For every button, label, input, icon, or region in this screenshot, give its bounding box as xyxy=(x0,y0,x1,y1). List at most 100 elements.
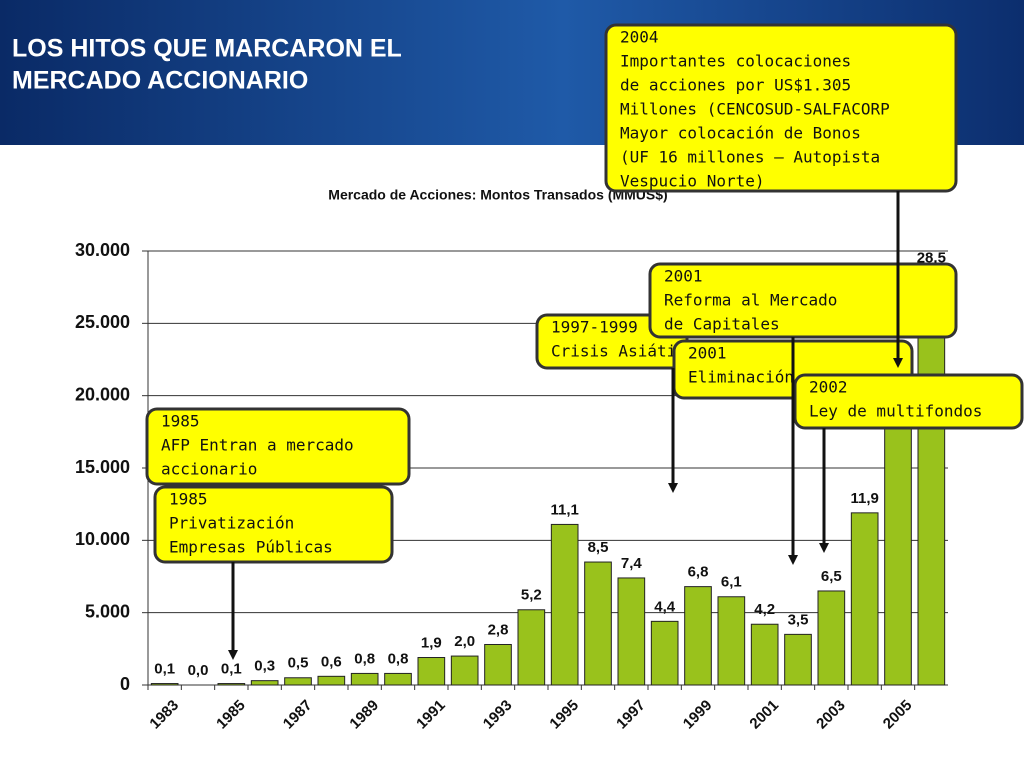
bar xyxy=(750,623,779,686)
y-tick-label: 30.000 xyxy=(75,240,130,260)
callout-line: Vespucio Norte) xyxy=(620,172,765,191)
callout-line: (UF 16 millones – Autopista xyxy=(620,148,880,167)
bar xyxy=(384,672,412,686)
arrow-head xyxy=(819,543,829,553)
value-label: 4,2 xyxy=(754,601,775,618)
callout: 1985 Privatización Empresas Públicas xyxy=(153,485,394,564)
x-tick-label: 1991 xyxy=(413,697,449,733)
x-tick-label: 1999 xyxy=(680,697,716,733)
callout-line: 1985 xyxy=(161,412,200,431)
x-tick-label: 1989 xyxy=(346,697,382,733)
bar xyxy=(617,577,646,686)
callout-line: accionario xyxy=(161,460,257,479)
bar xyxy=(584,561,612,686)
value-label: 3,5 xyxy=(788,611,809,628)
y-tick-label: 20.000 xyxy=(75,384,130,404)
callout-line: AFP Entran a mercado xyxy=(161,436,354,455)
x-tick-label: 1985 xyxy=(213,697,249,733)
bar xyxy=(450,655,479,686)
value-label: 0,1 xyxy=(154,661,175,678)
callout: 2002 Ley de multifondos xyxy=(793,373,1024,430)
arrow-head xyxy=(893,358,903,368)
x-tick-label: 1997 xyxy=(613,697,649,733)
value-label: 6,5 xyxy=(821,568,842,585)
value-label: 7,4 xyxy=(621,555,643,572)
callout-line: 2004 xyxy=(620,28,659,47)
callout-line: 2001 xyxy=(664,267,703,286)
value-label: 2,0 xyxy=(454,633,475,650)
slide-title: MERCADO ACCIONARIO xyxy=(12,67,308,95)
value-label: 0,8 xyxy=(354,650,375,667)
chart-title: Mercado de Acciones: Montos Transados (M… xyxy=(328,187,667,203)
bar xyxy=(250,680,279,686)
bar xyxy=(484,643,512,686)
callout-line: Eliminación xyxy=(688,368,794,387)
callout-text: 1985 AFP Entran a mercado accionario xyxy=(161,412,354,479)
value-label: 4,4 xyxy=(654,598,676,615)
value-label: 8,5 xyxy=(588,539,609,556)
bar xyxy=(417,657,446,686)
bar xyxy=(317,675,346,686)
bar xyxy=(650,620,679,686)
callout-line: Empresas Públicas xyxy=(169,538,333,557)
bar xyxy=(284,677,312,686)
value-label: 1,9 xyxy=(421,634,442,651)
value-label: 5,2 xyxy=(521,587,542,604)
value-label: 11,1 xyxy=(550,501,578,518)
callout-line: Importantes colocaciones xyxy=(620,52,851,71)
bar xyxy=(684,586,712,686)
callout-line: Reforma al Mercado xyxy=(664,291,837,310)
x-tick-label: 1983 xyxy=(146,697,182,733)
value-label: 0,1 xyxy=(221,661,242,678)
arrow-head xyxy=(228,650,238,660)
value-label: 11,9 xyxy=(850,490,878,507)
callout-line: de acciones por US$1.305 xyxy=(620,76,851,95)
bar xyxy=(917,272,946,686)
value-label: 0,3 xyxy=(254,658,275,675)
callout: 2001 Reforma al Mercado de Capitales xyxy=(648,262,958,339)
callout-line: Privatización xyxy=(169,514,294,533)
bar xyxy=(150,683,179,686)
callout-line: 1997-1999 xyxy=(551,318,638,337)
y-tick-label: 10.000 xyxy=(75,529,130,549)
bar xyxy=(550,523,579,686)
callout: 2004 Importantes colocaciones de acciones … xyxy=(604,23,958,193)
value-label: 0,0 xyxy=(188,662,209,679)
callout-line: 1985 xyxy=(169,490,208,509)
bar xyxy=(850,512,879,686)
y-tick-label: 0 xyxy=(120,674,130,694)
value-label: 0,6 xyxy=(321,653,342,670)
x-tick-label: 1993 xyxy=(480,697,516,733)
bar xyxy=(717,596,746,686)
x-tick-label: 2005 xyxy=(880,697,916,733)
callout-text: 1985 Privatización Empresas Públicas xyxy=(169,490,333,557)
value-label: 6,1 xyxy=(721,574,742,591)
callout-line: Ley de multifondos xyxy=(809,402,982,421)
callout-text: 2002 Ley de multifondos xyxy=(809,378,982,421)
x-tick-label: 1995 xyxy=(546,697,582,733)
bar xyxy=(517,609,546,686)
callout-box xyxy=(648,262,958,339)
callout-box xyxy=(145,407,411,486)
x-tick-label: 1987 xyxy=(280,697,316,733)
callout-text: 2004 Importantes colocaciones de acciones … xyxy=(620,28,890,191)
callout-box xyxy=(604,23,958,193)
callout-line: 2002 xyxy=(809,378,848,397)
bar xyxy=(817,590,846,686)
arrow-head xyxy=(668,483,678,493)
value-label: 6,8 xyxy=(688,564,709,581)
value-label: 28,5 xyxy=(917,250,946,267)
callout-line: Crisis Asiática xyxy=(551,342,696,361)
value-label: 0,5 xyxy=(288,655,309,672)
callout-box xyxy=(793,373,1024,430)
slide-title: LOS HITOS QUE MARCARON EL xyxy=(12,35,402,63)
bar xyxy=(350,672,379,686)
arrow-head xyxy=(788,555,798,565)
callout-text: 2001 Eliminación xyxy=(688,344,794,387)
callout-line: 2001 xyxy=(688,344,727,363)
bar xyxy=(217,683,246,686)
x-tick-label: 2003 xyxy=(813,697,849,733)
callout-line: de Capitales xyxy=(664,315,780,334)
y-tick-label: 5.000 xyxy=(85,601,130,621)
